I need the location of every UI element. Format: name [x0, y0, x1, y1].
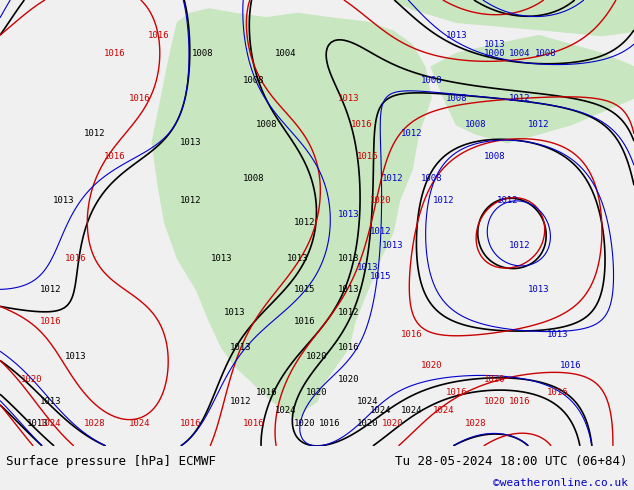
Text: 1012: 1012 [382, 174, 404, 183]
Text: 1016: 1016 [547, 388, 569, 397]
Text: 1013: 1013 [338, 254, 359, 263]
Text: 1020: 1020 [382, 419, 404, 428]
Text: 1013: 1013 [287, 254, 309, 263]
Text: 1024: 1024 [129, 419, 150, 428]
Text: 1013: 1013 [382, 241, 404, 250]
Text: 1016: 1016 [65, 254, 87, 263]
Text: Surface pressure [hPa] ECMWF: Surface pressure [hPa] ECMWF [6, 455, 216, 468]
Text: 1012: 1012 [338, 308, 359, 317]
Text: 1013: 1013 [211, 254, 233, 263]
Text: 1020: 1020 [370, 196, 391, 205]
Text: 1012: 1012 [40, 285, 61, 294]
Text: 1013: 1013 [65, 352, 87, 361]
Text: 1020: 1020 [484, 374, 505, 384]
Text: 1012: 1012 [496, 196, 518, 205]
Text: 1013: 1013 [338, 94, 359, 102]
Text: 1016: 1016 [509, 397, 531, 406]
Text: 1013: 1013 [40, 397, 61, 406]
Text: 1012: 1012 [528, 121, 550, 129]
Text: 1013: 1013 [27, 419, 49, 428]
Text: 1013: 1013 [224, 308, 245, 317]
Text: 1020: 1020 [294, 419, 315, 428]
Text: 1020: 1020 [306, 388, 328, 397]
Text: 1004: 1004 [509, 49, 531, 58]
Text: 1013: 1013 [230, 343, 252, 352]
Text: 1016: 1016 [179, 419, 201, 428]
Text: ©weatheronline.co.uk: ©weatheronline.co.uk [493, 478, 628, 489]
Text: 1020: 1020 [420, 361, 442, 370]
Text: 1008: 1008 [465, 121, 486, 129]
Text: 1020: 1020 [338, 374, 359, 384]
Text: 1013: 1013 [528, 285, 550, 294]
Text: 1028: 1028 [84, 419, 106, 428]
Text: 1008: 1008 [484, 151, 505, 161]
Text: 1016: 1016 [357, 151, 378, 161]
Text: 1013: 1013 [338, 285, 359, 294]
Text: 1012: 1012 [509, 241, 531, 250]
Text: 1013: 1013 [547, 330, 569, 339]
Text: 1008: 1008 [420, 174, 442, 183]
Text: 1013: 1013 [338, 210, 359, 219]
Text: 1013: 1013 [179, 138, 201, 147]
Text: 1016: 1016 [256, 388, 277, 397]
Text: 1016: 1016 [40, 317, 61, 325]
Text: 1012: 1012 [179, 196, 201, 205]
Text: 1008: 1008 [534, 49, 556, 58]
Text: 1024: 1024 [401, 406, 423, 415]
Text: 1024: 1024 [275, 406, 296, 415]
Text: 1020: 1020 [484, 397, 505, 406]
Text: 1012: 1012 [370, 227, 391, 236]
Text: Tu 28-05-2024 18:00 UTC (06+84): Tu 28-05-2024 18:00 UTC (06+84) [395, 455, 628, 468]
Text: 1012: 1012 [294, 219, 315, 227]
Text: 1024: 1024 [40, 419, 61, 428]
Text: 1008: 1008 [446, 94, 467, 102]
Text: 1013: 1013 [53, 196, 74, 205]
Text: 1016: 1016 [351, 121, 372, 129]
Text: 1008: 1008 [243, 174, 264, 183]
Text: 1012: 1012 [230, 397, 252, 406]
Text: 1016: 1016 [103, 151, 125, 161]
Text: 1008: 1008 [420, 76, 442, 85]
Text: 1013: 1013 [484, 40, 505, 49]
Text: 1015: 1015 [370, 272, 391, 281]
Text: 1000: 1000 [484, 49, 505, 58]
Text: 1012: 1012 [84, 129, 106, 138]
Text: 1016: 1016 [243, 419, 264, 428]
Text: 1020: 1020 [357, 419, 378, 428]
Text: 1013: 1013 [446, 31, 467, 40]
Text: 1016: 1016 [319, 419, 340, 428]
Text: 1012: 1012 [509, 94, 531, 102]
Text: 1020: 1020 [21, 374, 42, 384]
Text: 1004: 1004 [275, 49, 296, 58]
Text: 1013: 1013 [357, 263, 378, 272]
Text: 1016: 1016 [446, 388, 467, 397]
Text: 1015: 1015 [294, 285, 315, 294]
Text: 1016: 1016 [560, 361, 581, 370]
Text: 1016: 1016 [401, 330, 423, 339]
Text: 1008: 1008 [256, 121, 277, 129]
Text: 1016: 1016 [148, 31, 169, 40]
Text: 1024: 1024 [370, 406, 391, 415]
Text: 1016: 1016 [294, 317, 315, 325]
Text: 1028: 1028 [465, 419, 486, 428]
Text: 1012: 1012 [433, 196, 455, 205]
Text: 1012: 1012 [401, 129, 423, 138]
Text: 1008: 1008 [243, 76, 264, 85]
Text: 1016: 1016 [129, 94, 150, 102]
Text: 1016: 1016 [338, 343, 359, 352]
Text: 1016: 1016 [103, 49, 125, 58]
Text: 1008: 1008 [192, 49, 214, 58]
Text: 1020: 1020 [306, 352, 328, 361]
Polygon shape [393, 0, 634, 36]
Text: 1024: 1024 [357, 397, 378, 406]
Text: 1024: 1024 [433, 406, 455, 415]
Polygon shape [152, 9, 431, 419]
Polygon shape [431, 36, 634, 143]
